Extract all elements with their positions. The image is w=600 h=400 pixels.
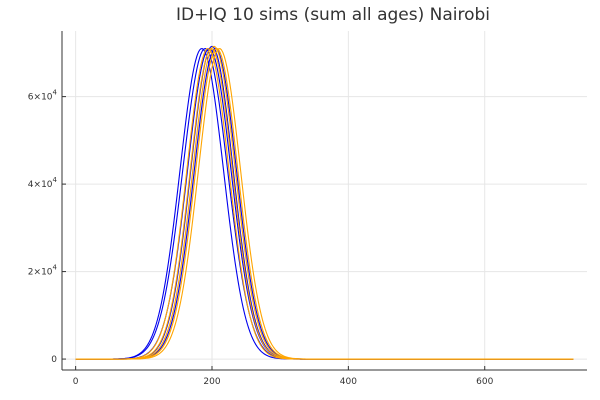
y-tick-exponent: 4 xyxy=(53,176,58,184)
y-tick-label: 6×104 xyxy=(28,89,58,103)
y-tick-base: 4×10 xyxy=(28,180,53,190)
chart-title: ID+IQ 10 sims (sum all ages) Nairobi xyxy=(176,5,490,25)
y-tick-label: 4×104 xyxy=(28,176,58,190)
grid-lines xyxy=(62,31,587,370)
series-line-4 xyxy=(75,45,574,360)
x-tick-label: 200 xyxy=(203,377,220,387)
y-tick-exponent: 4 xyxy=(53,89,58,97)
x-tick-label: 600 xyxy=(476,377,493,387)
series-line-2 xyxy=(75,47,574,360)
y-tick-exponent: 4 xyxy=(53,264,58,272)
y-tick-base: 6×10 xyxy=(28,93,53,103)
series-line-3 xyxy=(75,47,574,360)
series-line-8 xyxy=(75,45,574,360)
series-line-1 xyxy=(75,48,574,360)
x-tick-label: 400 xyxy=(340,377,357,387)
y-tick-label: 0 xyxy=(51,355,57,365)
series-line-6 xyxy=(75,47,574,360)
axes xyxy=(61,31,587,371)
series-line-10 xyxy=(75,48,574,360)
y-tick-base: 2×10 xyxy=(28,268,53,278)
series-line-9 xyxy=(75,48,574,360)
x-tick-label: 0 xyxy=(73,377,79,387)
series-group xyxy=(75,45,574,360)
series-line-5 xyxy=(75,48,574,360)
series-line-7 xyxy=(75,48,574,360)
y-tick-label: 2×104 xyxy=(28,264,58,278)
